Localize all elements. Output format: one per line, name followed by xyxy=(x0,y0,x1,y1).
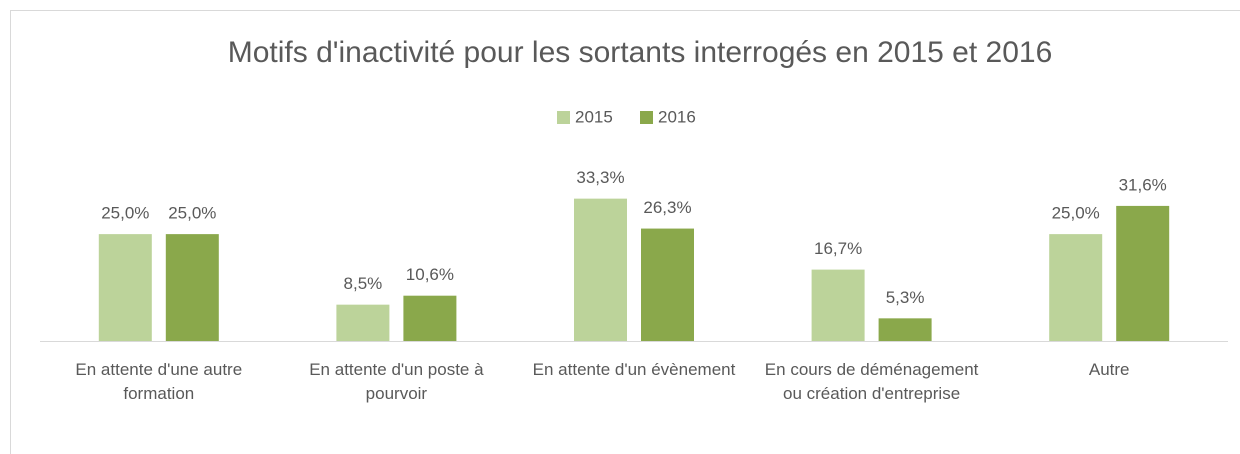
x-tick-label: En cours de déménagement ou création d'e… xyxy=(764,360,979,403)
bar xyxy=(336,304,390,341)
chart-frame xyxy=(10,10,1240,454)
chart-title: Motifs d'inactivité pour les sortants in… xyxy=(228,36,1053,69)
bar xyxy=(98,234,152,341)
bar xyxy=(403,295,457,341)
legend-label: 2016 xyxy=(658,107,696,126)
bar xyxy=(1116,205,1170,341)
bar xyxy=(641,228,694,341)
data-label: 25,0% xyxy=(168,204,216,223)
data-label: 5,3% xyxy=(886,288,925,307)
data-label: 26,3% xyxy=(643,198,691,217)
bar xyxy=(1049,234,1103,341)
bar xyxy=(165,234,219,341)
legend-swatch xyxy=(640,111,653,124)
x-tick-label: En attente d'un évènement xyxy=(532,360,736,379)
data-label: 25,0% xyxy=(101,204,149,223)
bar xyxy=(574,198,627,341)
x-tick-label: Autre xyxy=(1088,360,1130,379)
data-label: 25,0% xyxy=(1052,204,1100,223)
data-label: 16,7% xyxy=(814,239,862,258)
data-label: 31,6% xyxy=(1119,175,1167,194)
data-label: 8,5% xyxy=(344,274,383,293)
bar xyxy=(878,318,932,341)
data-label: 10,6% xyxy=(406,265,454,284)
legend-label: 2015 xyxy=(575,107,613,126)
x-tick-label: En attente d'un poste à pourvoir xyxy=(309,360,484,403)
bar xyxy=(811,269,865,341)
legend-swatch xyxy=(557,111,570,124)
data-label: 33,3% xyxy=(576,168,624,187)
x-tick-label: En attente d'une autre formation xyxy=(75,360,243,403)
